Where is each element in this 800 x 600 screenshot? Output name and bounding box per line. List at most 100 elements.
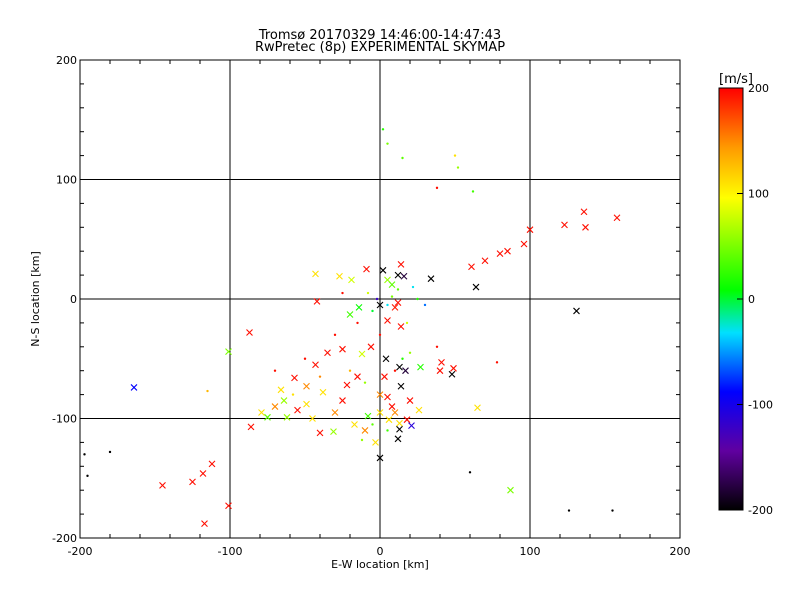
- data-point-cross: [384, 393, 391, 401]
- y-tick-label: 100: [56, 174, 77, 187]
- data-point-cross: [319, 388, 327, 396]
- data-point-cross: [415, 406, 423, 414]
- data-point-dot: [495, 361, 499, 364]
- data-point-cross: [384, 317, 391, 324]
- data-point-cross: [354, 373, 361, 381]
- data-point-dot: [86, 474, 89, 478]
- data-point-cross: [343, 381, 351, 389]
- data-point-cross: [394, 435, 402, 443]
- data-point-cross: [504, 247, 511, 255]
- data-point-cross: [130, 384, 138, 391]
- data-point-cross: [396, 425, 403, 433]
- data-point-cross: [526, 226, 534, 234]
- data-point-cross: [283, 413, 291, 421]
- data-point-cross: [339, 345, 346, 353]
- data-point-cross: [208, 460, 216, 468]
- data-point-cross: [312, 270, 319, 278]
- data-point-cross: [573, 307, 580, 315]
- data-point-dot: [468, 471, 472, 474]
- data-point-cross: [613, 214, 621, 222]
- data-point-cross: [159, 482, 166, 489]
- data-point-cross: [330, 428, 337, 436]
- colorbar-tick-label: 100: [748, 188, 769, 201]
- data-point-dot: [453, 154, 457, 157]
- data-point-cross: [331, 409, 339, 416]
- data-point-cross: [336, 272, 343, 280]
- data-point-cross: [199, 470, 207, 477]
- data-point-cross: [382, 355, 390, 363]
- colorbar-tick-label: 0: [748, 293, 755, 306]
- grid-lines: [80, 60, 680, 538]
- colorbar-tick-label: -100: [748, 399, 773, 412]
- colorbar-tick-label: -200: [748, 504, 773, 517]
- data-point-cross: [396, 363, 403, 371]
- data-point-cross: [388, 281, 396, 289]
- data-point-cross: [367, 343, 375, 351]
- data-point-cross: [201, 520, 208, 528]
- data-point-cross: [427, 275, 435, 283]
- data-point-cross: [364, 412, 372, 420]
- data-point-cross: [472, 283, 480, 291]
- data-point-cross: [247, 423, 255, 431]
- y-tick-label: 0: [70, 293, 77, 306]
- data-point-cross: [358, 350, 366, 358]
- data-point-dot: [401, 156, 404, 160]
- colorbar: [718, 87, 744, 511]
- data-point-cross: [246, 329, 253, 336]
- y-axis-label: N-S location [km]: [29, 251, 42, 347]
- data-point-cross: [372, 439, 379, 446]
- x-tick-label: 200: [670, 545, 691, 558]
- data-point-dot: [456, 166, 460, 169]
- colorbar-label: [m/s]: [719, 72, 753, 87]
- data-point-dot: [435, 186, 439, 190]
- data-point-cross: [391, 303, 399, 311]
- data-point-dot: [386, 303, 389, 307]
- data-point-dot: [396, 288, 400, 291]
- data-point-cross: [403, 416, 411, 424]
- data-point-dot: [333, 333, 337, 337]
- data-point-cross: [355, 303, 363, 311]
- data-point-cross: [397, 323, 405, 330]
- data-point-cross: [400, 272, 408, 280]
- data-point-cross: [388, 403, 396, 410]
- data-point-cross: [376, 391, 384, 398]
- data-point-dot: [206, 389, 209, 393]
- data-point-cross: [303, 382, 310, 390]
- data-point-cross: [363, 265, 370, 273]
- data-point-dot: [108, 450, 112, 454]
- data-point-dot: [318, 375, 322, 378]
- data-point-dot: [375, 297, 379, 301]
- data-point-cross: [264, 413, 271, 421]
- colorbar-tick-label: 200: [748, 82, 769, 95]
- data-point-dot: [386, 429, 389, 432]
- data-point-dot: [386, 142, 389, 145]
- y-tick-label: 200: [56, 54, 77, 67]
- data-point-dot: [378, 333, 382, 337]
- data-point-dot: [405, 321, 409, 325]
- data-point-dot: [371, 423, 374, 426]
- data-point-dot: [401, 357, 404, 360]
- data-point-cross: [438, 358, 445, 366]
- data-point-cross: [520, 240, 528, 248]
- axis-ticks: -200 -100 0 100 200 -200 -100 0 100 200: [52, 54, 690, 558]
- colorbar-ticks: -200 -100 0 100 200: [737, 82, 773, 517]
- data-point-dot: [83, 453, 86, 456]
- data-point-dot: [366, 291, 370, 295]
- data-point-dot: [381, 128, 385, 131]
- data-point-cross: [379, 266, 387, 274]
- data-point-cross: [376, 454, 384, 462]
- data-point-dot: [291, 393, 295, 396]
- data-point-cross: [280, 397, 288, 404]
- data-point-cross: [303, 400, 310, 408]
- data-point-dot: [393, 369, 397, 372]
- data-point-dot: [611, 509, 614, 512]
- data-point-cross: [225, 348, 232, 355]
- data-point-dot: [435, 345, 439, 348]
- data-point-dot: [341, 291, 344, 295]
- data-point-dot: [360, 438, 364, 442]
- x-tick-label: -100: [218, 545, 243, 558]
- data-point-cross: [376, 301, 384, 309]
- data-point-dot: [567, 509, 571, 512]
